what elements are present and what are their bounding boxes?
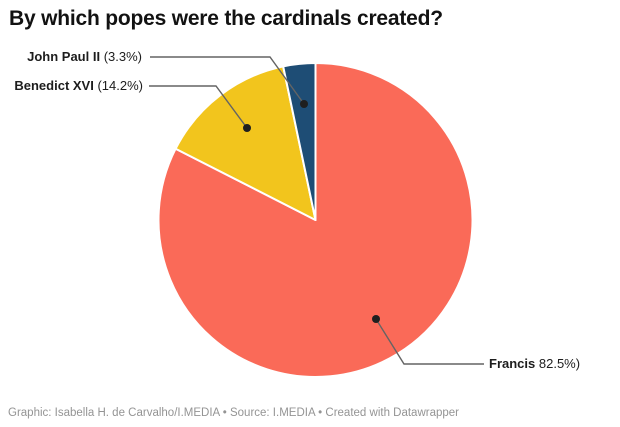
connector-dot-benedict-xvi	[243, 124, 251, 132]
slice-label-name: Benedict XVI	[14, 78, 94, 93]
callout-label-francis: Francis 82.5%)	[489, 356, 580, 372]
slice-label-value: (3.3%)	[103, 49, 142, 64]
callout-label-john-paul-ii: John Paul II (3.3%)	[27, 49, 142, 65]
connector-line-john-paul-ii	[150, 56, 305, 105]
pie-slice-benedict-xvi[interactable]	[174, 65, 317, 221]
connector-dot-francis	[372, 315, 380, 323]
slice-label-name: John Paul II	[27, 49, 101, 64]
slice-label-value: 82.5%)	[538, 356, 581, 371]
chart-title: By which popes were the cardinals create…	[9, 7, 443, 30]
connector-line-francis	[375, 318, 484, 365]
slice-label-value: (14.2%)	[97, 78, 143, 93]
connector-dot-john-paul-ii	[300, 100, 308, 108]
connector-line-benedict-xvi	[149, 85, 248, 129]
chart-footer-attribution: Graphic: Isabella H. de Carvalho/I.MEDIA…	[8, 407, 459, 419]
callout-label-benedict-xvi: Benedict XVI (14.2%)	[14, 78, 143, 94]
slice-label-name: Francis	[489, 356, 536, 371]
